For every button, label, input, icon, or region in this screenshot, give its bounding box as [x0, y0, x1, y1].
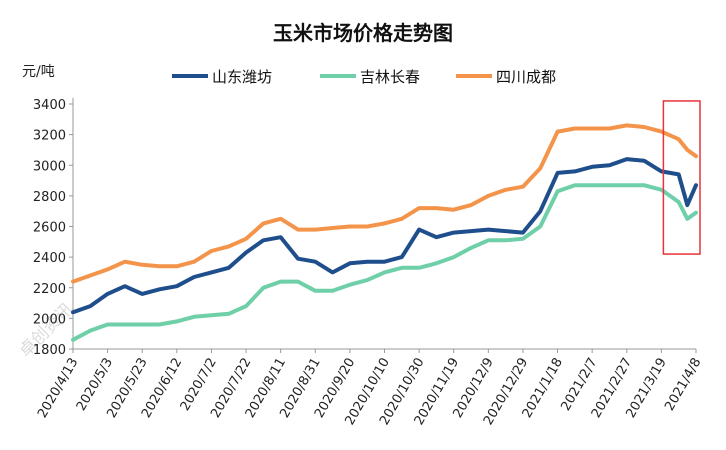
- y-tick-label: 2000: [33, 312, 66, 327]
- legend: 山东潍坊 吉林长春 四川成都: [172, 68, 556, 86]
- series-line-2: [71, 123, 698, 284]
- y-tick-label: 3400: [33, 98, 66, 113]
- series-group: [71, 123, 698, 342]
- y-axis: 1800 2000 2200 2400 2600 2800 3000 3200 3400: [33, 98, 74, 358]
- x-axis: 2020/4/132020/5/32020/5/232020/6/122020/…: [35, 348, 704, 428]
- y-tick-label: 3200: [33, 129, 66, 144]
- y-axis-unit-label: 元/吨: [22, 64, 55, 80]
- y-tick-label: 2600: [33, 221, 66, 236]
- chart-title: 玉米市场价格走势图: [273, 21, 453, 45]
- legend-label: 山东潍坊: [212, 68, 272, 86]
- highlight-box: [662, 100, 701, 255]
- y-tick-label: 2800: [33, 190, 66, 205]
- x-tick-label: 2020/4/13: [35, 356, 81, 421]
- y-tick-label: 2400: [33, 251, 66, 266]
- y-tick-label: 2200: [33, 282, 66, 297]
- series-line-0: [71, 157, 698, 315]
- highlight-group: [662, 100, 701, 255]
- y-tick-label: 1800: [33, 343, 66, 358]
- y-tick-label: 3000: [33, 159, 66, 174]
- legend-label: 吉林长春: [360, 68, 420, 86]
- legend-label: 四川成都: [496, 68, 556, 86]
- series-line-1: [71, 183, 698, 342]
